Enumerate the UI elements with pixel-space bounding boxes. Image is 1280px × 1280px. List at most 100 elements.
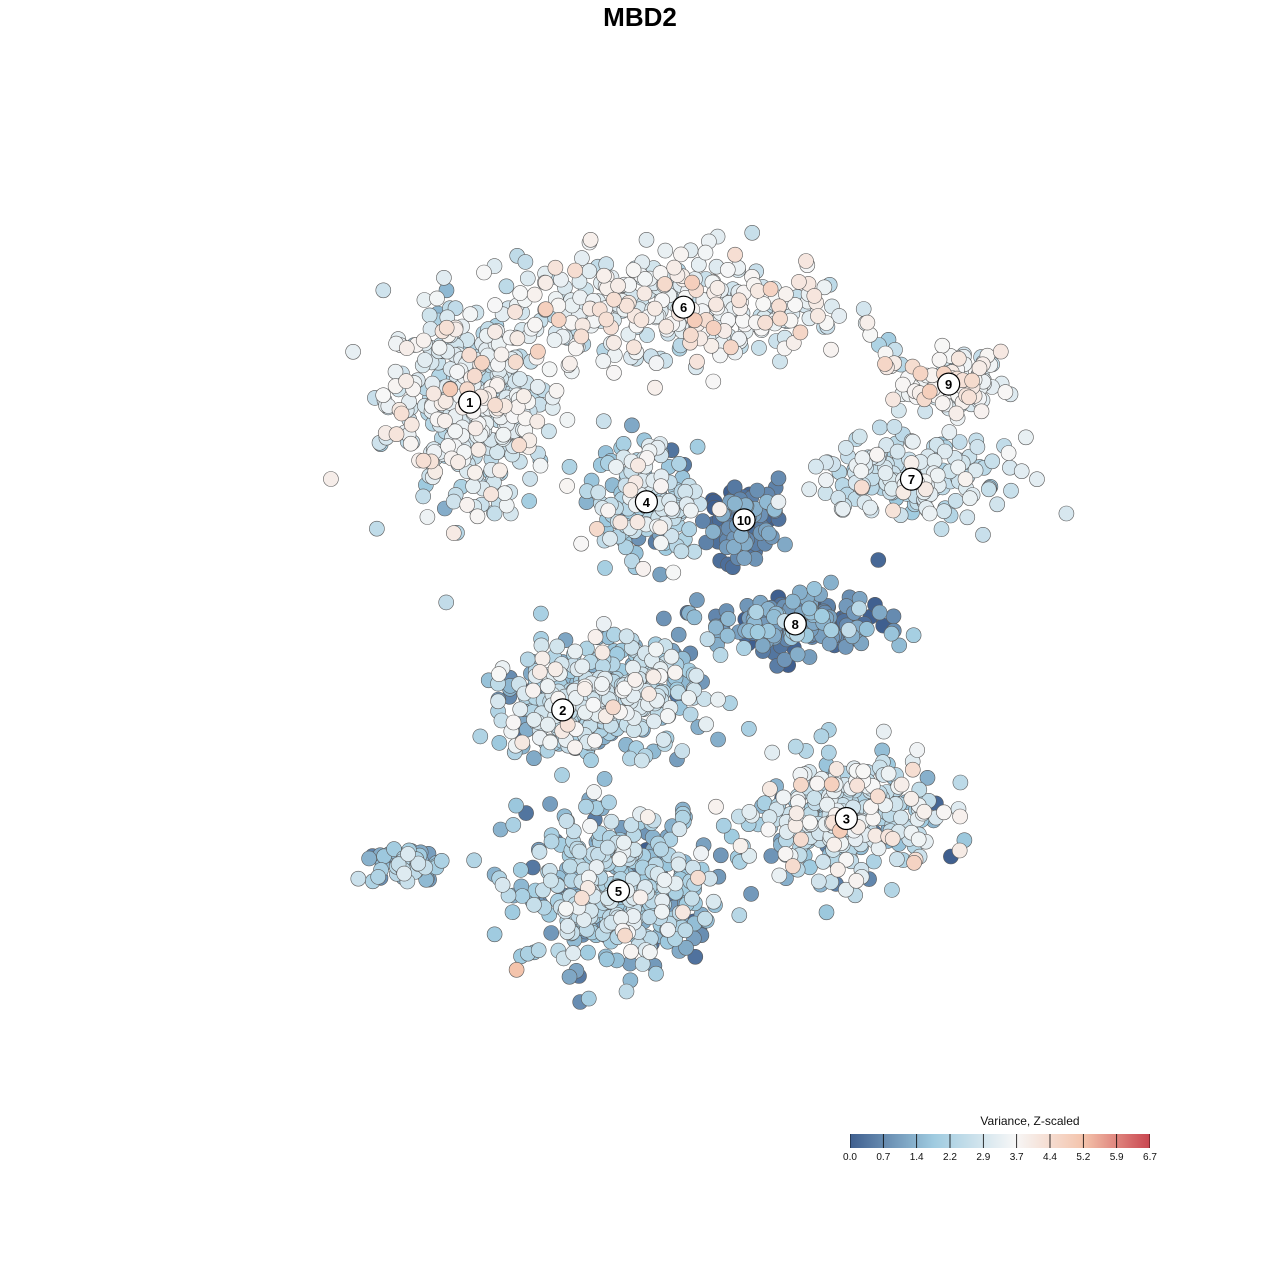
points-layer bbox=[323, 225, 1075, 1010]
cell-point bbox=[764, 744, 781, 761]
cell-point bbox=[486, 926, 503, 943]
cell-point bbox=[345, 343, 361, 360]
cell-point bbox=[590, 484, 607, 501]
cell-point bbox=[574, 658, 591, 675]
cell-point bbox=[652, 566, 669, 583]
cell-point bbox=[417, 352, 433, 368]
cell-point bbox=[893, 776, 910, 793]
legend-gradient bbox=[850, 1134, 1150, 1148]
cell-point bbox=[476, 264, 492, 281]
cell-point bbox=[533, 605, 549, 622]
cell-point bbox=[801, 600, 818, 617]
cell-point bbox=[937, 443, 953, 460]
cell-point bbox=[323, 471, 339, 487]
cell-point bbox=[509, 330, 526, 347]
cell-point bbox=[648, 965, 664, 982]
cell-point bbox=[521, 493, 538, 509]
cell-point bbox=[952, 774, 969, 791]
cell-point bbox=[710, 691, 726, 708]
cell-point bbox=[820, 744, 837, 761]
cell-point bbox=[705, 320, 722, 336]
cell-point bbox=[787, 738, 804, 755]
cell-point bbox=[826, 836, 843, 853]
cell-point bbox=[415, 452, 432, 469]
cell-point bbox=[541, 423, 557, 440]
cell-point bbox=[719, 261, 736, 278]
cell-point bbox=[952, 808, 968, 825]
cell-point bbox=[1003, 482, 1019, 499]
cell-point bbox=[450, 454, 466, 471]
cell-point bbox=[708, 798, 724, 815]
cell-point bbox=[741, 804, 758, 820]
cell-point bbox=[561, 355, 578, 372]
cell-point bbox=[558, 813, 575, 829]
cell-point bbox=[530, 343, 546, 360]
cell-point bbox=[819, 796, 835, 813]
cell-point bbox=[647, 379, 663, 396]
cell-point bbox=[694, 513, 711, 529]
cell-point bbox=[674, 743, 691, 759]
cell-point bbox=[814, 608, 830, 624]
cell-point bbox=[1018, 429, 1034, 446]
svg-text:6: 6 bbox=[680, 300, 687, 315]
cell-point bbox=[1013, 463, 1030, 480]
legend-tickmarks bbox=[850, 1134, 1150, 1148]
cell-point bbox=[992, 343, 1009, 360]
cell-point bbox=[633, 752, 650, 769]
cell-point bbox=[525, 682, 541, 699]
cell-point bbox=[810, 308, 826, 324]
cell-point bbox=[514, 734, 531, 751]
cell-point bbox=[624, 417, 640, 434]
cell-point bbox=[654, 903, 670, 920]
cell-point bbox=[934, 337, 951, 354]
cell-point bbox=[741, 847, 758, 864]
cell-point bbox=[601, 794, 617, 811]
cell-point bbox=[388, 426, 405, 443]
cell-point bbox=[726, 495, 743, 512]
cell-point bbox=[775, 789, 792, 806]
cell-point bbox=[602, 530, 618, 547]
cell-point bbox=[710, 731, 726, 748]
cell-point bbox=[682, 327, 699, 343]
cell-point bbox=[703, 337, 720, 354]
cell-point bbox=[973, 403, 990, 420]
svg-text:3: 3 bbox=[843, 812, 850, 827]
cell-point bbox=[971, 360, 988, 377]
cell-point bbox=[793, 776, 809, 793]
cluster-label-5: 5 bbox=[606, 879, 631, 903]
cell-point bbox=[529, 378, 546, 395]
cell-point bbox=[529, 413, 546, 430]
cell-point bbox=[871, 604, 888, 621]
cell-point bbox=[561, 968, 578, 985]
cell-point bbox=[762, 281, 779, 297]
cell-point bbox=[622, 482, 639, 498]
cluster-labels-layer: 1 2 3 4 5 6 7 8 9 10 bbox=[458, 295, 961, 903]
cell-point bbox=[731, 292, 747, 309]
cell-point bbox=[581, 263, 598, 279]
cell-point bbox=[950, 459, 967, 476]
cell-point bbox=[447, 423, 464, 440]
svg-text:5: 5 bbox=[615, 884, 622, 899]
cell-point bbox=[771, 867, 788, 884]
cell-point bbox=[720, 610, 737, 627]
cell-point bbox=[635, 560, 652, 577]
cell-point bbox=[530, 942, 547, 959]
cell-point bbox=[652, 519, 669, 536]
cell-point bbox=[594, 644, 611, 661]
cell-point bbox=[784, 593, 801, 610]
cell-point bbox=[633, 312, 650, 328]
cell-point bbox=[623, 817, 640, 833]
cell-point bbox=[543, 833, 560, 850]
cell-point bbox=[578, 798, 594, 815]
cell-point bbox=[483, 486, 499, 503]
cell-point bbox=[576, 681, 593, 697]
cell-point bbox=[398, 340, 415, 356]
cell-point bbox=[933, 521, 950, 537]
cell-point bbox=[629, 514, 646, 530]
cell-point bbox=[1029, 471, 1045, 488]
cell-point bbox=[421, 307, 438, 324]
cell-point bbox=[760, 821, 777, 838]
cell-point bbox=[677, 922, 694, 939]
legend-tick-label: 6.7 bbox=[1143, 1152, 1157, 1163]
cell-point bbox=[749, 624, 766, 640]
